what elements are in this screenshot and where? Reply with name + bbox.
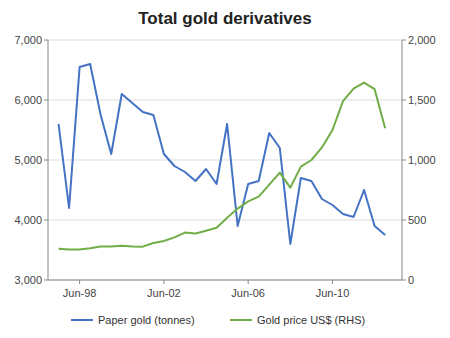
series-line (59, 83, 386, 250)
grid-line (48, 40, 402, 41)
grid-line (48, 100, 402, 101)
chart: Total gold derivatives 3,000 4,000 5,000 6,0… (0, 0, 450, 338)
x-tick (163, 280, 164, 284)
series-line (59, 64, 386, 244)
y-tick (44, 280, 48, 281)
y-tick (44, 40, 48, 41)
legend: Paper gold (tonnes) Gold price US$ (RHS) (71, 314, 365, 326)
axes: 3,000 4,000 5,000 6,000 7,000 0 500 1,000 1,500 2… (14, 34, 435, 299)
y2-tick-label: 2,000 (408, 34, 436, 46)
x-tick (79, 280, 80, 284)
grid-line (48, 280, 402, 281)
grid-line (48, 160, 402, 161)
y-tick-label: 3,000 (14, 274, 42, 286)
y2-tick-label: 0 (408, 274, 414, 286)
x-tick-label: Jun-06 (231, 287, 265, 299)
y-tick-label: 4,000 (14, 214, 42, 226)
y-tick-label: 5,000 (14, 154, 42, 166)
plot-area (59, 64, 386, 249)
y-tick-label: 6,000 (14, 94, 42, 106)
y2-tick (402, 220, 406, 221)
y2-tick-label: 1,500 (408, 94, 436, 106)
background (0, 0, 450, 338)
legend-label: Paper gold (tonnes) (98, 314, 195, 326)
y2-tick-label: 1,000 (408, 154, 436, 166)
y2-axis-line (402, 40, 403, 280)
y2-tick (402, 100, 406, 101)
y2-tick (402, 160, 406, 161)
y2-tick-label: 500 (408, 214, 426, 226)
y-tick (44, 160, 48, 161)
x-tick (332, 280, 333, 284)
x-axis-line (48, 280, 402, 281)
y-tick (44, 220, 48, 221)
y-axis-line (48, 40, 49, 280)
y-tick (44, 100, 48, 101)
legend-label: Gold price US$ (RHS) (257, 314, 365, 326)
legend-swatch (230, 319, 252, 321)
x-tick-label: Jun-02 (147, 287, 181, 299)
y2-tick (402, 40, 406, 41)
title: Total gold derivatives (138, 9, 312, 28)
legend-swatch (71, 319, 93, 321)
y-tick-label: 7,000 (14, 34, 42, 46)
x-tick (248, 280, 249, 284)
x-tick-label: Jun-10 (316, 287, 350, 299)
y2-tick (402, 280, 406, 281)
x-tick-label: Jun-98 (63, 287, 97, 299)
